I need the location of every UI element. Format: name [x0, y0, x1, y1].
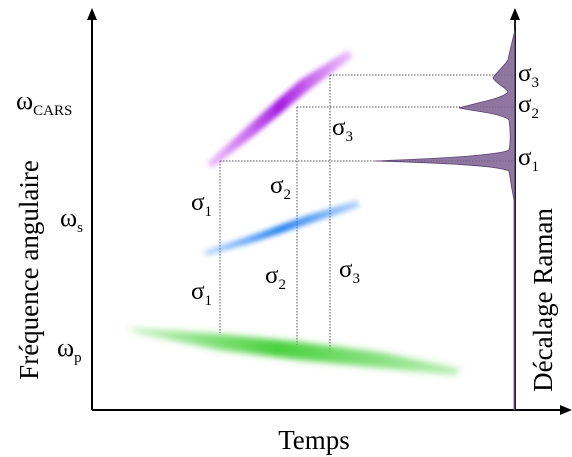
sigma2-upper-label: σ2 — [270, 172, 291, 203]
raman-sigma3-label: σ3 — [518, 60, 539, 91]
x-axis-arrowhead — [560, 405, 572, 415]
cars-pulse — [207, 50, 353, 168]
raman-axis-title: Décalage Raman — [528, 208, 558, 392]
stokes-pulse — [203, 200, 360, 256]
sigma1-upper-label: σ1 — [191, 189, 212, 220]
y-axis-title: Fréquence angulaire — [14, 160, 44, 380]
raman-axis-arrowhead — [510, 8, 520, 20]
omega-s-label: ωs — [60, 203, 83, 236]
sigma1-lower-label: σ1 — [191, 278, 212, 309]
raman-spectrum — [374, 20, 516, 411]
raman-sigma1-label: σ1 — [518, 144, 539, 175]
y-axis-arrowhead — [87, 8, 97, 20]
pump-pulse — [125, 327, 462, 375]
x-axis-title: Temps — [278, 425, 350, 455]
omega-cars-label: ωCARS — [16, 86, 72, 119]
raman-sigma2-label: σ2 — [518, 91, 539, 122]
omega-p-label: ωp — [57, 333, 82, 366]
sigma3-upper-label: σ3 — [332, 114, 353, 145]
sigma3-lower-label: σ3 — [339, 256, 360, 287]
sigma2-lower-label: σ2 — [265, 262, 286, 293]
